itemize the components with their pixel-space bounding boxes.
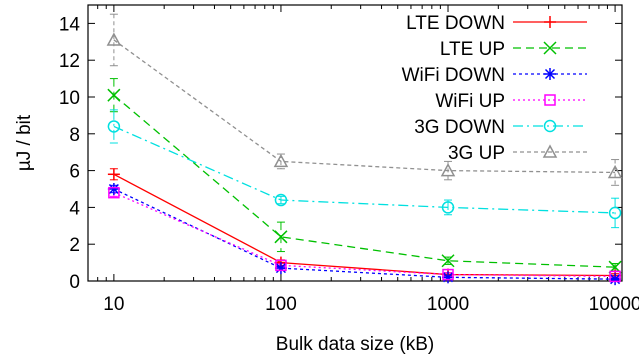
legend-label: WiFi DOWN: [402, 65, 505, 86]
x-tick-label: 10: [103, 294, 124, 315]
marker-x: [441, 254, 455, 268]
data-point: [441, 201, 455, 214]
error-bar: [109, 13, 118, 67]
y-tick-label: 14: [59, 14, 81, 35]
marker-circle: [107, 120, 121, 133]
data-point: [607, 164, 623, 179]
y-tick-label: 2: [69, 235, 80, 256]
marker-asterisk: [107, 183, 120, 195]
series-line-2: [113, 188, 616, 280]
data-point: [107, 88, 121, 102]
data-point: [440, 163, 456, 177]
y-tick-label: 8: [69, 125, 80, 146]
legend-label: WiFi UP: [435, 91, 505, 112]
legend-label: 3G DOWN: [414, 117, 505, 138]
series-line-0: [113, 173, 616, 277]
marker-x: [543, 41, 557, 55]
legend-label: 3G UP: [448, 143, 505, 164]
y-tick-label: 12: [59, 51, 80, 72]
marker-circle: [441, 201, 455, 214]
legend-entry: LTE UP: [440, 39, 587, 60]
y-tick-label: 10: [59, 88, 80, 109]
data-point: [273, 153, 289, 168]
legend-entry: WiFi DOWN: [402, 65, 587, 86]
y-tick-label: 4: [69, 198, 80, 219]
marker-asterisk: [609, 273, 622, 286]
marker-square: [442, 268, 454, 281]
error-bar: [611, 159, 620, 186]
data-point: [608, 206, 622, 220]
data-point: [275, 259, 287, 272]
marker-triangle: [607, 164, 623, 179]
marker-square: [609, 270, 621, 283]
marker-plus: [544, 16, 556, 28]
data-point: [108, 186, 120, 199]
plot-frame: [87, 4, 623, 282]
marker-triangle: [440, 163, 456, 177]
legend-entry: 3G DOWN: [414, 117, 587, 138]
legend-entry: 3G UP: [448, 143, 587, 164]
legend-label: LTE UP: [440, 39, 505, 60]
x-axis-title: Bulk data size (kB): [276, 334, 434, 355]
x-tick-label: 100: [265, 294, 297, 315]
marker-square: [275, 259, 287, 272]
marker-circle: [608, 206, 622, 220]
marker-x: [274, 230, 288, 244]
series-line-4: [113, 125, 616, 214]
series-line-3: [113, 192, 616, 278]
legend-entry: LTE DOWN: [406, 13, 587, 34]
data-point: [274, 262, 287, 275]
data-point: [107, 168, 120, 181]
marker-square: [544, 94, 556, 106]
y-axis-title: µJ / bit: [14, 114, 35, 171]
marker-circle: [274, 193, 288, 207]
data-point: [107, 120, 121, 133]
data-point: [106, 32, 122, 46]
error-bar: [611, 197, 620, 229]
data-point: [107, 183, 120, 195]
data-point: [609, 273, 622, 286]
y-tick-label: 0: [69, 272, 80, 293]
marker-triangle: [273, 153, 289, 168]
data-point: [274, 230, 288, 244]
marker-asterisk: [274, 262, 287, 275]
marker-plus: [107, 168, 120, 181]
marker-square: [108, 186, 120, 199]
marker-circle: [543, 119, 557, 133]
marker-triangle: [106, 32, 122, 46]
data-point: [274, 193, 288, 207]
series-line-5: [113, 39, 616, 174]
data-point: [442, 271, 455, 284]
data-point: [441, 254, 455, 268]
data-point: [442, 268, 454, 281]
y-tick-label: 6: [69, 162, 80, 183]
legend-entry: WiFi UP: [435, 91, 587, 112]
legend-label: LTE DOWN: [406, 13, 505, 34]
series-line-1: [113, 94, 616, 268]
x-tick-label: 10000: [589, 294, 639, 315]
marker-x: [107, 88, 121, 102]
x-tick-label: 1000: [427, 294, 469, 315]
marker-asterisk: [544, 68, 556, 80]
error-bar: [109, 109, 118, 144]
marker-triangle: [542, 144, 558, 158]
data-point: [609, 270, 621, 283]
marker-asterisk: [442, 271, 455, 284]
